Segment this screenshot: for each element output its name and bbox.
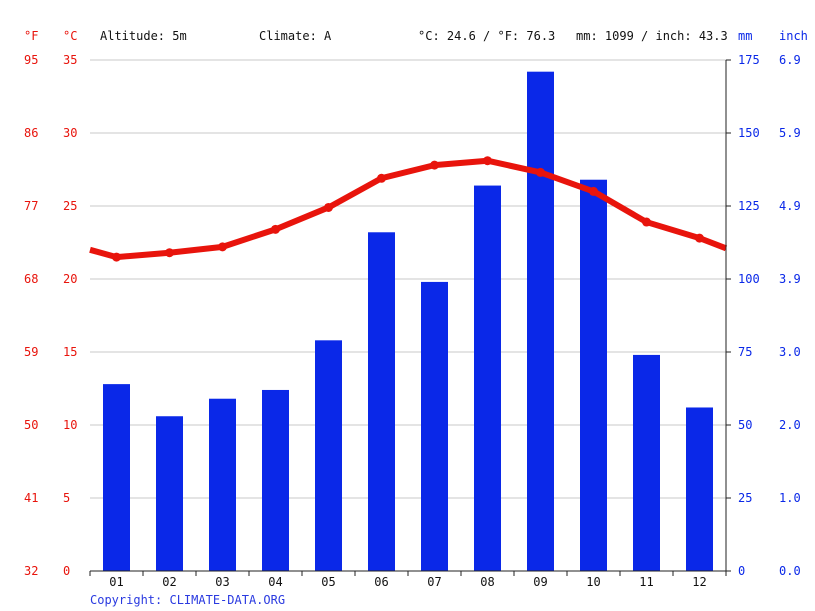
- y-tick-label-inch: 5.9: [779, 126, 801, 140]
- x-tick-label: 04: [268, 575, 282, 589]
- x-tick-label: 03: [215, 575, 229, 589]
- x-tick-label: 01: [109, 575, 123, 589]
- celsius-unit-label: °C: [63, 29, 77, 43]
- y-tick-label-inch: 0.0: [779, 564, 801, 578]
- y-tick-label-inch: 1.0: [779, 491, 801, 505]
- y-tick-label-f: 95: [24, 53, 38, 67]
- y-tick-label-c: 30: [63, 126, 77, 140]
- temperature-point: [430, 160, 439, 170]
- tick-labels: 32 0 0 0.041 5 25 1.050 10 50 2.059 15 75 3.068 20 100…: [24, 53, 801, 589]
- y-tick-label-mm: 50: [738, 418, 752, 432]
- y-tick-label-f: 50: [24, 418, 38, 432]
- temperature-average-label: °C: 24.6 / °F: 76.3: [418, 29, 555, 43]
- y-tick-label-c: 15: [63, 345, 77, 359]
- precipitation-bar: [474, 185, 501, 571]
- y-tick-label-c: 25: [63, 199, 77, 213]
- precipitation-average-label: mm: 1099 / inch: 43.3: [576, 29, 728, 43]
- y-tick-label-inch: 6.9: [779, 53, 801, 67]
- precipitation-bar: [421, 281, 448, 571]
- precipitation-bar: [580, 179, 607, 571]
- axes: [89, 59, 731, 576]
- altitude-label: Altitude: 5m: [100, 29, 187, 43]
- temperature-point: [377, 173, 386, 183]
- y-tick-label-f: 32: [24, 564, 38, 578]
- x-tick-label: 06: [374, 575, 388, 589]
- temperature-series-line: [89, 157, 728, 261]
- mm-unit-label: mm: [738, 29, 752, 43]
- y-tick-label-c: 20: [63, 272, 77, 286]
- precipitation-bar: [156, 416, 183, 571]
- precipitation-bar: [209, 398, 236, 571]
- y-tick-label-f: 77: [24, 199, 38, 213]
- y-tick-label-inch: 2.0: [779, 418, 801, 432]
- copyright-text: Copyright: CLIMATE-DATA.ORG: [90, 593, 285, 607]
- y-tick-label-f: 41: [24, 491, 38, 505]
- y-tick-label-c: 0: [63, 564, 70, 578]
- temperature-point: [536, 167, 545, 177]
- y-tick-label-mm: 100: [738, 272, 760, 286]
- x-tick-label: 02: [162, 575, 176, 589]
- temperature-point: [112, 252, 121, 262]
- y-tick-label-mm: 150: [738, 126, 760, 140]
- temperature-point: [483, 156, 492, 166]
- x-tick-label: 10: [586, 575, 600, 589]
- temperature-point: [324, 202, 333, 212]
- y-tick-label-f: 68: [24, 272, 38, 286]
- x-tick-label: 07: [427, 575, 441, 589]
- precipitation-bar: [315, 340, 342, 571]
- temperature-point: [165, 248, 174, 258]
- y-tick-label-mm: 25: [738, 491, 752, 505]
- temperature-point: [218, 242, 227, 252]
- y-tick-label-inch: 4.9: [779, 199, 801, 213]
- temperature-point: [695, 233, 704, 243]
- y-tick-label-c: 35: [63, 53, 77, 67]
- y-tick-label-f: 86: [24, 126, 38, 140]
- precipitation-bar: [686, 407, 713, 571]
- y-tick-label-c: 5: [63, 491, 70, 505]
- fahrenheit-unit-label: °F: [24, 29, 38, 43]
- x-tick-label: 05: [321, 575, 335, 589]
- x-tick-label: 11: [639, 575, 653, 589]
- x-tick-label: 08: [480, 575, 494, 589]
- y-tick-label-c: 10: [63, 418, 77, 432]
- x-tick-label: 09: [533, 575, 547, 589]
- gridlines: [90, 59, 726, 499]
- y-tick-label-f: 59: [24, 345, 38, 359]
- precipitation-bar: [103, 384, 130, 571]
- y-tick-label-mm: 75: [738, 345, 752, 359]
- climate-label: Climate: A: [259, 29, 332, 43]
- precipitation-bar: [262, 389, 289, 571]
- y-tick-label-mm: 125: [738, 199, 760, 213]
- precipitation-bars: [103, 71, 713, 572]
- temperature-line: [89, 156, 728, 262]
- y-tick-label-mm: 175: [738, 53, 760, 67]
- y-tick-label-inch: 3.0: [779, 345, 801, 359]
- precipitation-bar: [633, 354, 660, 571]
- precipitation-bar: [368, 232, 395, 571]
- temperature-point: [642, 217, 651, 227]
- inch-unit-label: inch: [779, 29, 808, 43]
- y-tick-label-mm: 0: [738, 564, 745, 578]
- temperature-point: [271, 224, 280, 234]
- y-tick-label-inch: 3.9: [779, 272, 801, 286]
- x-tick-label: 12: [692, 575, 706, 589]
- precipitation-bar: [527, 71, 554, 572]
- temperature-point: [589, 186, 598, 196]
